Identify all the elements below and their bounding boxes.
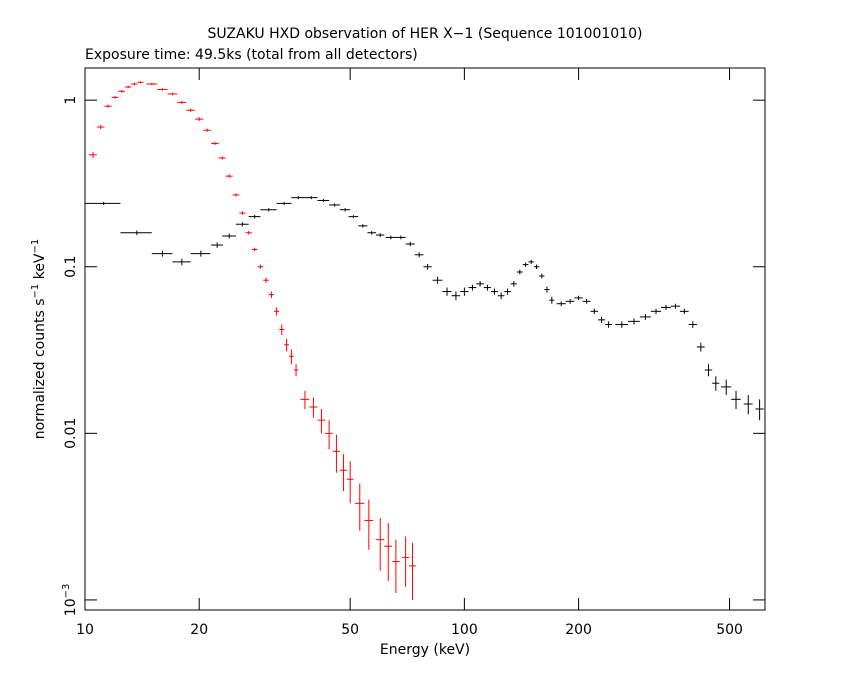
chart-title: SUZAKU HXD observation of HER X−1 (Seque… bbox=[208, 26, 643, 42]
y-tick-label-base: 10 bbox=[63, 598, 79, 616]
x-tick-label: 200 bbox=[565, 622, 592, 638]
y-tick-label: 1 bbox=[63, 96, 79, 105]
y-tick-label: 10−3 bbox=[61, 584, 79, 617]
y-axis-label-part: keV bbox=[32, 253, 48, 284]
y-axis-label: normalized counts s−1 keV−1 bbox=[30, 239, 48, 440]
x-axis-label: Energy (keV) bbox=[380, 642, 470, 658]
x-tick-label: 50 bbox=[341, 622, 359, 638]
y-tick-label-sup: −3 bbox=[61, 584, 72, 599]
y-axis-label-sup: −1 bbox=[30, 284, 41, 299]
chart-subtitle: Exposure time: 49.5ks (total from all de… bbox=[85, 47, 418, 63]
x-tick-label: 10 bbox=[76, 622, 94, 638]
y-axis-label-part: normalized counts s bbox=[32, 298, 48, 439]
x-tick-label: 20 bbox=[190, 622, 208, 638]
y-axis-label-sup: −1 bbox=[30, 239, 41, 254]
plot-frame bbox=[84, 67, 766, 611]
y-tick-label: 0.1 bbox=[63, 256, 79, 278]
y-tick-label: 0.01 bbox=[63, 418, 79, 449]
x-tick-label: 100 bbox=[451, 622, 478, 638]
x-tick-label: 500 bbox=[716, 622, 743, 638]
plot-area bbox=[85, 81, 764, 600]
